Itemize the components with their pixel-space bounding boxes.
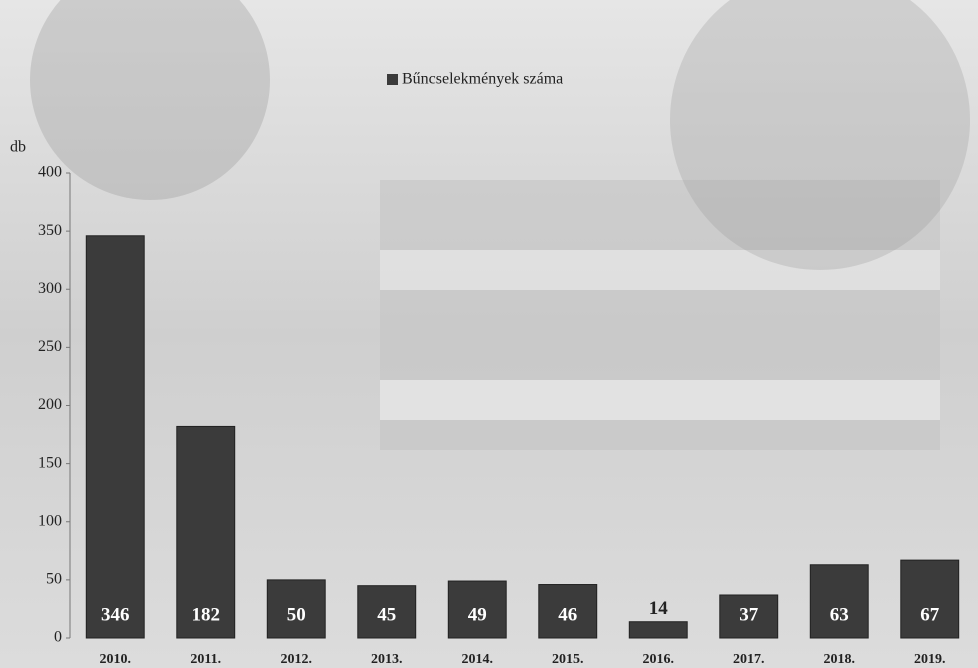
x-tick-label: 2017. <box>733 652 765 667</box>
bar <box>447 580 507 639</box>
bar <box>357 585 417 639</box>
value-label: 14 <box>649 598 669 619</box>
tree <box>30 0 270 200</box>
building-band <box>380 250 940 290</box>
value-label: 49 <box>468 604 487 625</box>
bar <box>719 594 779 639</box>
bar <box>85 235 145 639</box>
value-label: 67 <box>920 604 940 625</box>
y-tick-label: 400 <box>38 164 62 181</box>
value-label: 45 <box>377 604 396 625</box>
value-label: 63 <box>830 604 849 625</box>
y-tick-label: 300 <box>38 280 62 297</box>
y-tick-label: 0 <box>54 629 62 646</box>
x-tick-label: 2014. <box>462 652 494 667</box>
x-tick-label: 2016. <box>643 652 675 667</box>
x-tick-label: 2010. <box>100 652 132 667</box>
bar <box>900 559 960 639</box>
bar <box>176 425 236 639</box>
legend-swatch <box>387 74 398 85</box>
value-label: 37 <box>739 604 759 625</box>
x-tick-label: 2015. <box>552 652 584 667</box>
x-tick-label: 2019. <box>914 652 946 667</box>
y-axis-label: db <box>10 139 26 156</box>
bar <box>809 564 869 639</box>
y-tick-label: 150 <box>38 454 62 471</box>
bar <box>266 579 326 639</box>
building-band <box>380 380 940 420</box>
bar <box>628 621 688 639</box>
y-tick-label: 200 <box>38 396 62 413</box>
bar <box>538 584 598 639</box>
y-tick-label: 100 <box>38 512 62 529</box>
x-tick-label: 2011. <box>190 652 221 667</box>
value-label: 46 <box>558 604 577 625</box>
x-tick-label: 2018. <box>824 652 856 667</box>
value-label: 50 <box>287 604 306 625</box>
value-label: 182 <box>192 604 221 625</box>
value-label: 346 <box>101 604 130 625</box>
y-tick-label: 50 <box>46 571 62 588</box>
tree <box>670 0 970 270</box>
legend-label: Bűncselekmények száma <box>402 71 563 88</box>
x-tick-label: 2013. <box>371 652 403 667</box>
y-tick-label: 350 <box>38 222 62 239</box>
x-tick-label: 2012. <box>281 652 313 667</box>
y-tick-label: 250 <box>38 338 62 355</box>
